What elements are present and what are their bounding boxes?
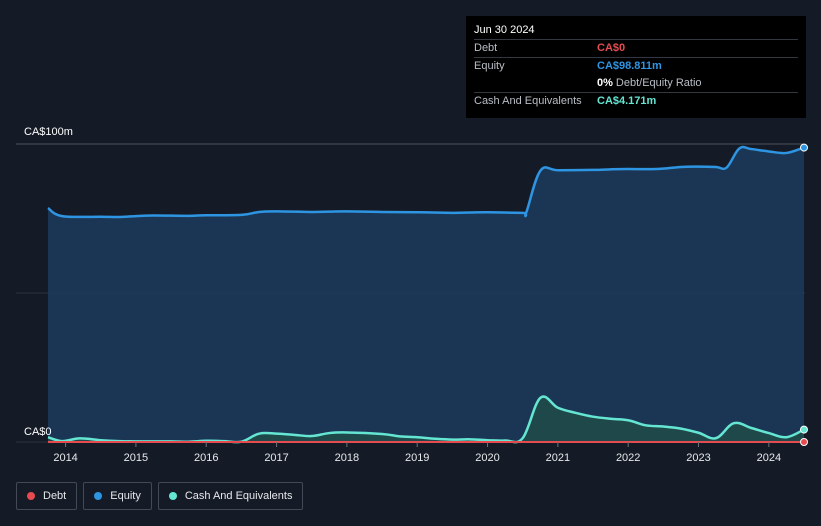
legend-cash-label: Cash And Equivalents	[184, 490, 293, 502]
tooltip-cash-row: Cash And Equivalents CA$4.171m	[474, 92, 798, 110]
cash-end-marker	[800, 425, 808, 434]
x-tick-label: 2017	[264, 452, 288, 464]
tooltip-debt-value: CA$0	[597, 42, 626, 54]
series-end-markers	[800, 143, 808, 446]
cash-area	[48, 396, 804, 443]
tooltip-debt-row: Debt CA$0	[474, 39, 798, 57]
x-tick-label: 2016	[194, 452, 218, 464]
tooltip-date: Jun 30 2024	[474, 24, 535, 36]
legend-item-debt[interactable]: Debt	[16, 482, 78, 510]
tooltip-equity-value: CA$98.811m	[597, 60, 662, 72]
tooltip-ratio-row: 0% Debt/Equity Ratio	[474, 75, 798, 92]
equity-dot-icon	[94, 492, 103, 500]
x-tick-label: 2022	[616, 452, 640, 464]
chart-legend: Debt Equity Cash And Equivalents	[16, 482, 304, 510]
legend-item-cash[interactable]: Cash And Equivalents	[157, 482, 304, 510]
x-axis-ticks: 2014 2015 2016 2017 2018 2019 2020 2021 2022 2023…	[53, 442, 781, 464]
tooltip-cash-label: Cash And Equivalents	[474, 95, 582, 107]
equity-end-marker	[800, 143, 808, 152]
x-tick-label: 2018	[335, 452, 359, 464]
x-tick-label: 2024	[757, 452, 781, 464]
tooltip-ratio-value: 0%	[597, 77, 613, 89]
tooltip-equity-row: Equity CA$98.811m	[474, 57, 798, 75]
series-areas	[48, 147, 804, 443]
legend-debt-label: Debt	[43, 490, 67, 502]
legend-item-equity[interactable]: Equity	[83, 482, 152, 510]
series-lines	[47, 145, 805, 444]
x-tick-label: 2020	[475, 452, 499, 464]
tooltip-ratio-label: Debt/Equity Ratio	[615, 77, 702, 89]
data-tooltip: Jun 30 2024 Debt CA$0 Equity CA$98.811m …	[466, 16, 806, 118]
y-axis-top-label: CA$100m	[24, 126, 73, 138]
equity-line	[47, 145, 805, 219]
x-tick-label: 2021	[546, 452, 570, 464]
x-tick-label: 2023	[686, 452, 710, 464]
debt-end-marker	[800, 438, 808, 446]
tooltip-equity-label: Equity	[474, 60, 505, 72]
x-tick-label: 2019	[405, 452, 429, 464]
equity-area	[48, 147, 804, 442]
tooltip-cash-value: CA$4.171m	[597, 95, 657, 107]
x-tick-label: 2014	[53, 452, 77, 464]
legend-equity-label: Equity	[110, 490, 141, 502]
x-tick-label: 2015	[124, 452, 148, 464]
tooltip-debt-label: Debt	[474, 42, 498, 54]
y-axis-bottom-label: CA$0	[24, 426, 52, 438]
cash-dot-icon	[168, 492, 177, 500]
debt-dot-icon	[27, 492, 35, 500]
